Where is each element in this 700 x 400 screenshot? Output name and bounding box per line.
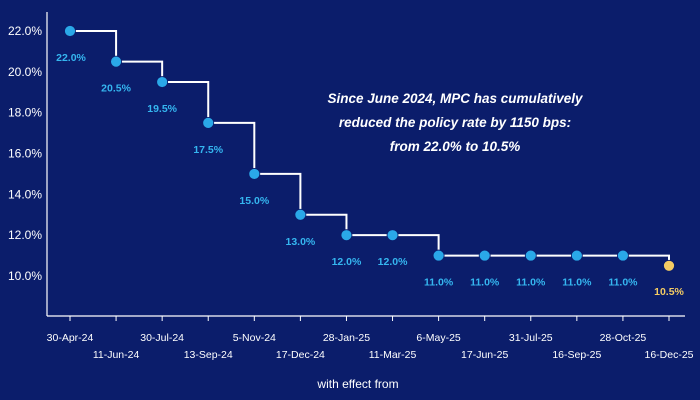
x-tick-label: 6-May-25 [416,332,461,344]
data-label: 10.5% [654,286,684,298]
y-tick-label: 10.0% [8,269,42,283]
data-point-marker [386,229,399,242]
x-tick-label: 5-Nov-24 [233,332,276,344]
data-label: 11.0% [608,277,638,289]
x-tick-label: 13-Sep-24 [184,349,233,361]
x-tick-label: 28-Jan-25 [323,332,370,344]
x-tick-label: 28-Oct-25 [600,332,647,344]
y-tick-label: 18.0% [8,106,42,120]
x-tick-label: 30-Apr-24 [47,332,94,344]
y-tick-label: 20.0% [8,65,42,79]
data-point-marker [570,249,583,262]
annotation-line: Since June 2024, MPC has cumulatively [327,91,584,106]
data-label: 15.0% [239,195,269,207]
data-point-marker [663,259,675,272]
data-point-marker [432,249,445,262]
x-axis-label: with effect from [316,377,398,391]
y-tick-label: 14.0% [8,187,42,201]
x-tick-label: 11-Jun-24 [93,349,140,361]
data-label: 17.5% [193,144,223,156]
data-label: 11.0% [516,277,546,289]
axes-layer: 22.0% 20.0% 18.0% 16.0% 14.0% 12.0% 10.0% 30-Ap… [8,12,694,361]
data-point-marker [294,208,307,221]
data-label: 22.0% [56,52,86,64]
series-step-line [70,30,670,266]
data-point-marker [617,249,629,262]
x-tick-label: 11-Mar-25 [369,349,417,361]
data-point-marker [524,249,537,262]
data-label: 12.0% [332,256,362,268]
data-label: 19.5% [147,103,177,115]
x-tick-label: 17-Dec-24 [276,349,325,361]
data-label: 11.0% [562,277,592,289]
markers-layer [64,25,675,272]
data-label: 11.0% [424,277,454,289]
data-point-marker [478,249,491,262]
data-point-marker [202,116,215,129]
x-tick-label: 16-Sep-25 [552,349,601,361]
annotation-line: from 22.0% to 10.5% [390,139,521,154]
data-label: 11.0% [470,277,500,289]
y-tick-label: 16.0% [8,147,42,161]
x-tick-label: 31-Jul-25 [509,332,553,344]
data-labels-layer: 22.0% 20.5% 19.5% 17.5% 15.0% 13.0% 12.0% 12.0%… [56,52,684,298]
y-tick-label: 12.0% [8,228,42,242]
x-tick-label: 17-Jun-25 [461,349,508,361]
data-point-marker [156,76,169,88]
data-label: 12.0% [378,256,408,268]
data-point-marker [248,168,261,180]
data-point-marker [340,229,353,242]
x-tick-label: 30-Jul-24 [140,332,184,344]
data-point-marker [64,25,76,37]
step-line-layer [70,30,670,266]
annotation: Since June 2024, MPC has cumulatively red… [327,91,584,154]
y-tick-label: 22.0% [8,24,42,38]
x-tick-label: 16-Dec-25 [644,349,693,361]
data-point-marker [110,55,122,68]
data-label: 20.5% [101,83,131,95]
annotation-line: reduced the policy rate by 1150 bps: [339,115,571,130]
data-label: 13.0% [285,236,315,248]
